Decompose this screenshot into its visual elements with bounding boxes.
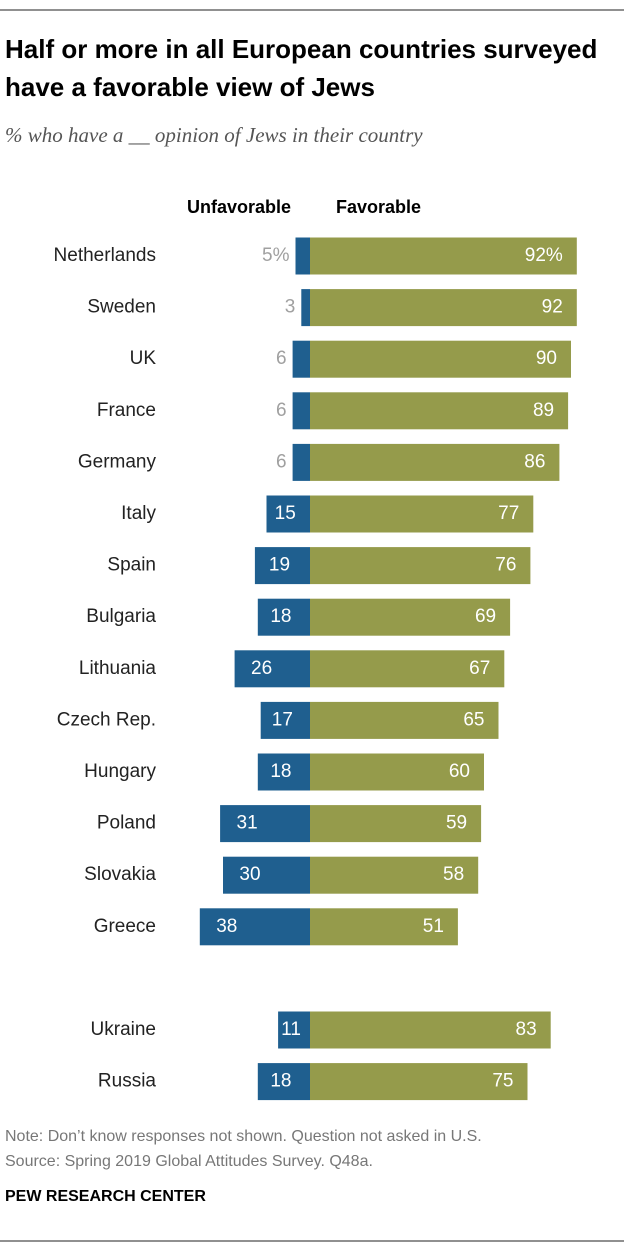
bar-favorable <box>310 392 569 430</box>
category-label: UK <box>130 348 157 369</box>
category-label: Slovakia <box>84 864 156 885</box>
bar-favorable <box>310 753 484 791</box>
value-label: 77 <box>498 503 519 524</box>
bar-favorable <box>310 495 534 533</box>
value-label: 90 <box>536 348 557 369</box>
bar-unfavorable <box>223 856 310 894</box>
value-label: 92% <box>525 245 563 266</box>
value-label: 6 <box>276 451 287 472</box>
value-label: 65 <box>463 709 484 730</box>
value-label: 69 <box>475 606 496 627</box>
value-label: 26 <box>251 658 272 679</box>
bar-unfavorable <box>199 908 310 946</box>
bar-favorable <box>310 1011 551 1049</box>
category-label: Italy <box>121 503 156 524</box>
value-label: 58 <box>443 864 464 885</box>
bar-unfavorable <box>260 701 310 739</box>
bar-unfavorable <box>292 443 310 481</box>
value-label: 83 <box>516 1019 537 1040</box>
bar-favorable <box>310 908 458 946</box>
value-label: 51 <box>423 916 444 937</box>
category-label: Czech Rep. <box>57 709 156 730</box>
category-label: Netherlands <box>54 245 156 266</box>
category-label: Germany <box>78 451 157 472</box>
value-label: 75 <box>492 1071 513 1092</box>
category-label: Ukraine <box>91 1019 156 1040</box>
bar-favorable <box>310 237 577 275</box>
source: Source: Spring 2019 Global Attitudes Sur… <box>5 1153 373 1170</box>
category-label: Hungary <box>84 761 156 782</box>
value-label: 31 <box>237 813 258 834</box>
bar-unfavorable <box>266 495 310 533</box>
bar-favorable <box>310 547 531 585</box>
bar-favorable <box>310 856 479 894</box>
bar-favorable <box>310 289 577 327</box>
category-label: Bulgaria <box>86 606 156 627</box>
bar-unfavorable <box>278 1011 310 1049</box>
bar-unfavorable <box>292 340 310 378</box>
value-label: 89 <box>533 400 554 421</box>
value-label: 6 <box>276 400 287 421</box>
value-label: 15 <box>275 503 296 524</box>
category-label: Poland <box>97 813 156 834</box>
value-label: 18 <box>270 761 291 782</box>
value-label: 38 <box>216 916 237 937</box>
bar-unfavorable <box>295 237 310 275</box>
value-label: 30 <box>239 864 260 885</box>
value-label: 18 <box>270 1071 291 1092</box>
bar-unfavorable <box>234 650 310 688</box>
bar-favorable <box>310 650 505 688</box>
bar-unfavorable <box>292 392 310 430</box>
bar-favorable <box>310 443 560 481</box>
bar-unfavorable <box>220 805 310 843</box>
bar-favorable <box>310 1063 528 1101</box>
value-label: 67 <box>469 658 490 679</box>
chart-subtitle: % who have a __ opinion of Jews in their… <box>5 123 423 147</box>
legend-label: Unfavorable <box>187 197 291 217</box>
value-label: 60 <box>449 761 470 782</box>
footer: PEW RESEARCH CENTER <box>5 1188 206 1205</box>
bar-favorable <box>310 598 511 636</box>
value-label: 3 <box>285 297 296 318</box>
value-label: 86 <box>524 451 545 472</box>
bar-unfavorable <box>257 753 310 791</box>
bar-unfavorable <box>301 289 310 327</box>
bar-favorable <box>310 701 499 739</box>
value-label: 18 <box>270 606 291 627</box>
value-label: 19 <box>269 555 290 576</box>
category-label: Greece <box>94 916 156 937</box>
category-label: Sweden <box>87 297 156 318</box>
value-label: 5% <box>262 245 290 266</box>
bar-favorable <box>310 805 482 843</box>
value-label: 11 <box>281 1019 301 1040</box>
value-label: 17 <box>272 709 293 730</box>
value-label: 6 <box>276 348 287 369</box>
category-label: Russia <box>98 1071 157 1092</box>
note: Note: Don’t know responses not shown. Qu… <box>5 1128 482 1145</box>
chart-title: Half or more in all European countries s… <box>5 34 598 102</box>
category-label: Spain <box>107 555 156 576</box>
bar-unfavorable <box>254 547 310 585</box>
bar-unfavorable <box>257 598 310 636</box>
value-label: 59 <box>446 813 467 834</box>
legend-label: Favorable <box>336 197 421 217</box>
bar-favorable <box>310 340 571 378</box>
category-label: Lithuania <box>79 658 157 679</box>
value-label: 92 <box>542 297 563 318</box>
category-label: France <box>97 400 156 421</box>
bar-unfavorable <box>257 1063 310 1101</box>
value-label: 76 <box>495 555 516 576</box>
